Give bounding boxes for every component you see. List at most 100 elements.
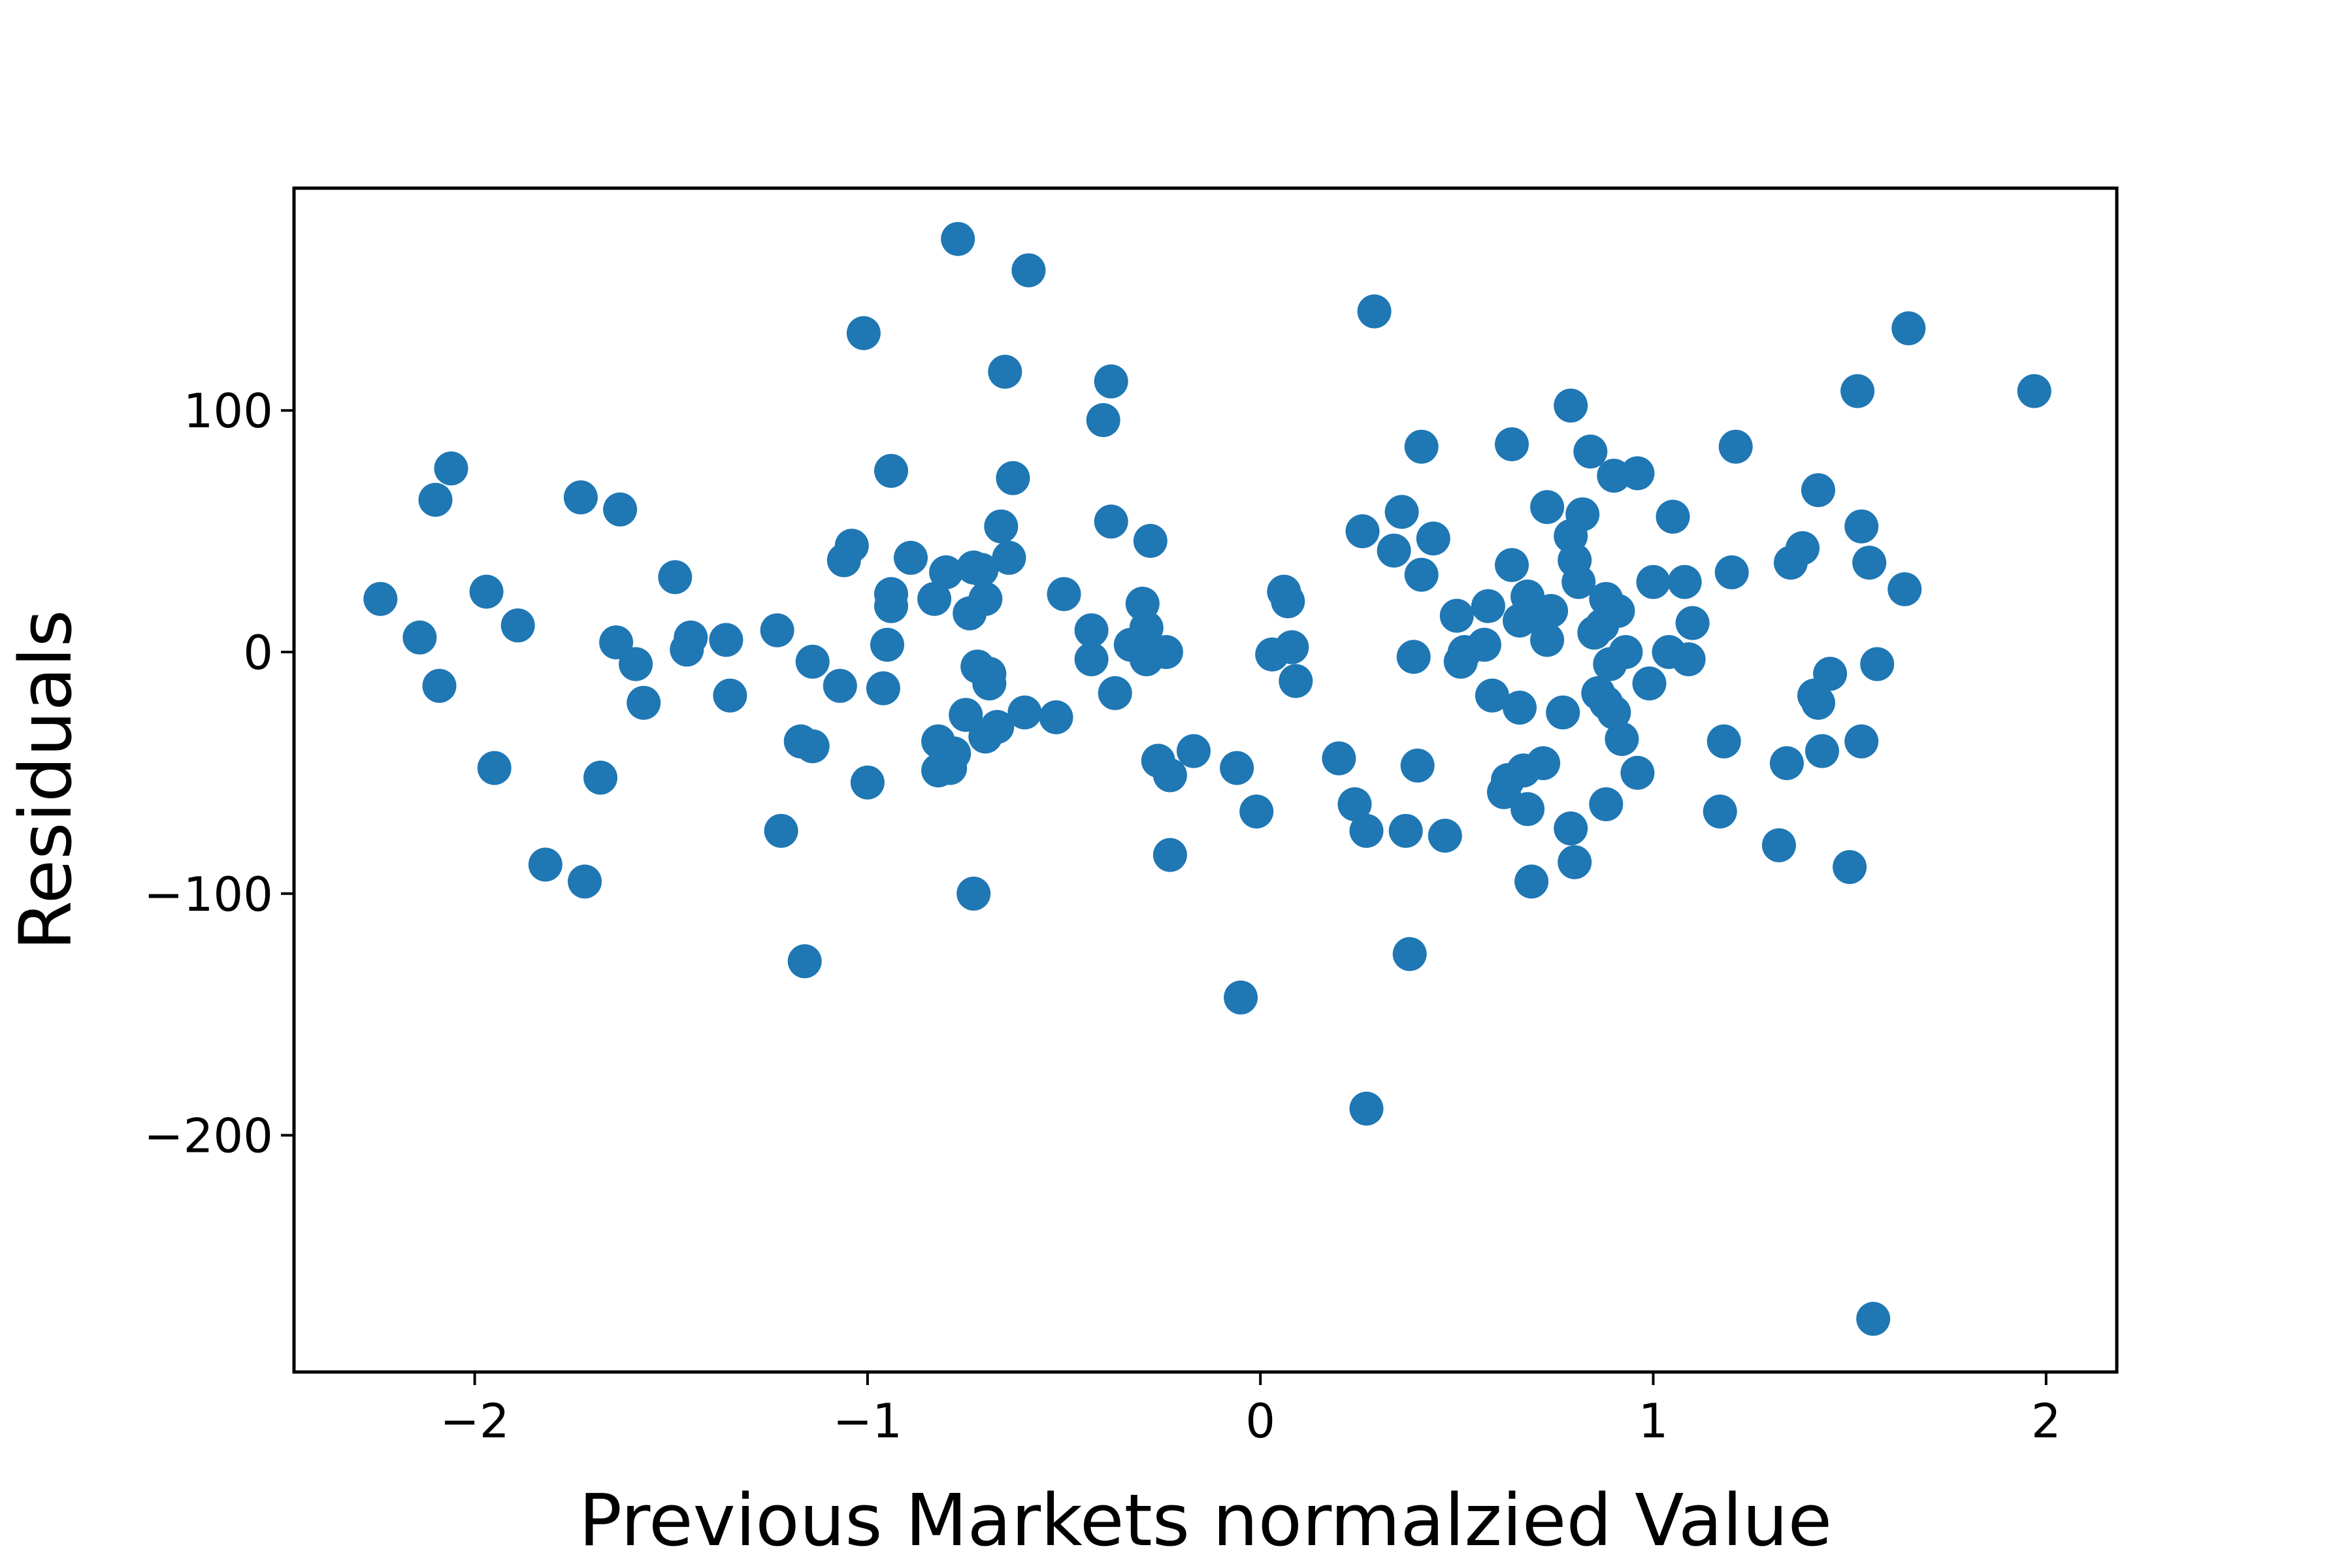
data-point-91 [1349, 813, 1384, 848]
data-point-170 [1844, 509, 1879, 544]
data-point-153 [1671, 642, 1706, 677]
y-tick-label: 100 [184, 384, 273, 438]
data-point-164 [1801, 473, 1835, 508]
data-point-38 [917, 581, 952, 616]
y-axis-ticks: −200 −100 0 100 [144, 384, 294, 1164]
data-point-162 [1786, 531, 1820, 565]
data-point-119 [1514, 864, 1549, 899]
data-point-94 [1377, 533, 1411, 568]
data-point-107 [1467, 627, 1501, 662]
data-point-174 [1860, 647, 1895, 681]
data-point-89 [1337, 787, 1372, 821]
data-point-14 [619, 647, 653, 681]
data-point-112 [1495, 547, 1529, 582]
data-point-148 [1632, 666, 1667, 701]
data-point-145 [1609, 635, 1643, 669]
y-tick-label: 0 [243, 625, 273, 680]
data-point-80 [1220, 751, 1254, 785]
x-tick-label: 0 [1245, 1394, 1275, 1448]
data-point-86 [1275, 630, 1309, 664]
data-point-65 [1074, 642, 1109, 677]
data-point-157 [1714, 555, 1749, 589]
data-point-175 [1887, 572, 1922, 606]
data-point-48 [956, 876, 991, 911]
data-point-121 [1526, 746, 1561, 781]
data-point-152 [1667, 564, 1702, 599]
data-point-61 [1011, 253, 1046, 287]
data-point-137 [1589, 787, 1624, 821]
x-axis-label: Previous Markets normalzied Value [579, 1478, 1833, 1562]
data-point-82 [1239, 794, 1274, 829]
data-point-81 [1224, 980, 1258, 1015]
data-point-27 [823, 668, 857, 703]
data-point-43 [937, 736, 972, 771]
data-point-131 [1561, 564, 1596, 599]
data-point-88 [1322, 741, 1356, 776]
x-tick-label: −1 [833, 1394, 902, 1448]
data-point-18 [674, 620, 708, 655]
data-point-24 [787, 944, 822, 979]
y-tick-label: −200 [144, 1109, 273, 1164]
data-point-172 [1852, 546, 1887, 580]
data-point-142 [1597, 695, 1631, 730]
data-point-176 [1891, 311, 1926, 346]
data-point-2 [418, 483, 453, 517]
data-point-12 [599, 625, 634, 660]
data-point-30 [846, 316, 881, 350]
data-point-123 [1530, 490, 1565, 525]
data-point-3 [422, 668, 457, 703]
data-point-90 [1345, 514, 1380, 549]
y-tick-label: −100 [144, 867, 273, 922]
y-axis-label: Residuals [4, 610, 88, 951]
data-point-117 [1511, 792, 1545, 826]
data-point-15 [627, 685, 661, 720]
data-point-126 [1554, 811, 1588, 845]
data-point-68 [1094, 504, 1128, 539]
data-point-130 [1558, 845, 1592, 879]
data-point-122 [1530, 623, 1565, 657]
data-point-41 [929, 555, 964, 589]
data-point-143 [1601, 594, 1635, 629]
data-point-58 [992, 540, 1026, 575]
data-point-95 [1384, 495, 1419, 529]
x-tick-label: 1 [1639, 1394, 1669, 1448]
data-point-69 [1098, 676, 1132, 710]
data-point-79 [1177, 734, 1211, 768]
data-point-29 [834, 529, 869, 563]
data-point-8 [528, 847, 563, 882]
data-point-133 [1573, 434, 1608, 469]
data-point-72 [1129, 611, 1164, 645]
data-point-19 [709, 623, 743, 657]
data-point-6 [477, 751, 512, 785]
data-point-21 [760, 613, 794, 647]
data-point-74 [1133, 523, 1168, 558]
data-point-171 [1844, 724, 1879, 759]
data-point-5 [469, 574, 504, 609]
data-point-32 [866, 671, 900, 706]
data-point-33 [870, 627, 904, 662]
data-point-59 [996, 461, 1030, 495]
data-point-13 [603, 492, 638, 527]
data-point-144 [1605, 722, 1639, 757]
data-point-97 [1392, 937, 1427, 972]
data-point-45 [949, 698, 983, 732]
data-point-77 [1152, 758, 1187, 792]
data-point-57 [988, 355, 1022, 389]
data-point-26 [795, 729, 830, 764]
data-point-104 [1439, 598, 1474, 633]
data-point-165 [1801, 685, 1835, 720]
data-point-11 [583, 760, 617, 795]
data-point-156 [1707, 724, 1741, 759]
data-point-7 [500, 608, 535, 643]
data-point-108 [1471, 589, 1505, 623]
data-point-113 [1495, 427, 1529, 461]
data-point-4 [434, 451, 468, 485]
data-point-16 [658, 560, 693, 595]
data-point-92 [1349, 1091, 1384, 1126]
data-point-22 [764, 813, 798, 848]
data-point-50 [964, 553, 999, 587]
plot-frame [292, 186, 2119, 1374]
data-point-98 [1396, 640, 1431, 674]
data-point-85 [1271, 584, 1305, 619]
data-point-167 [1813, 657, 1848, 691]
